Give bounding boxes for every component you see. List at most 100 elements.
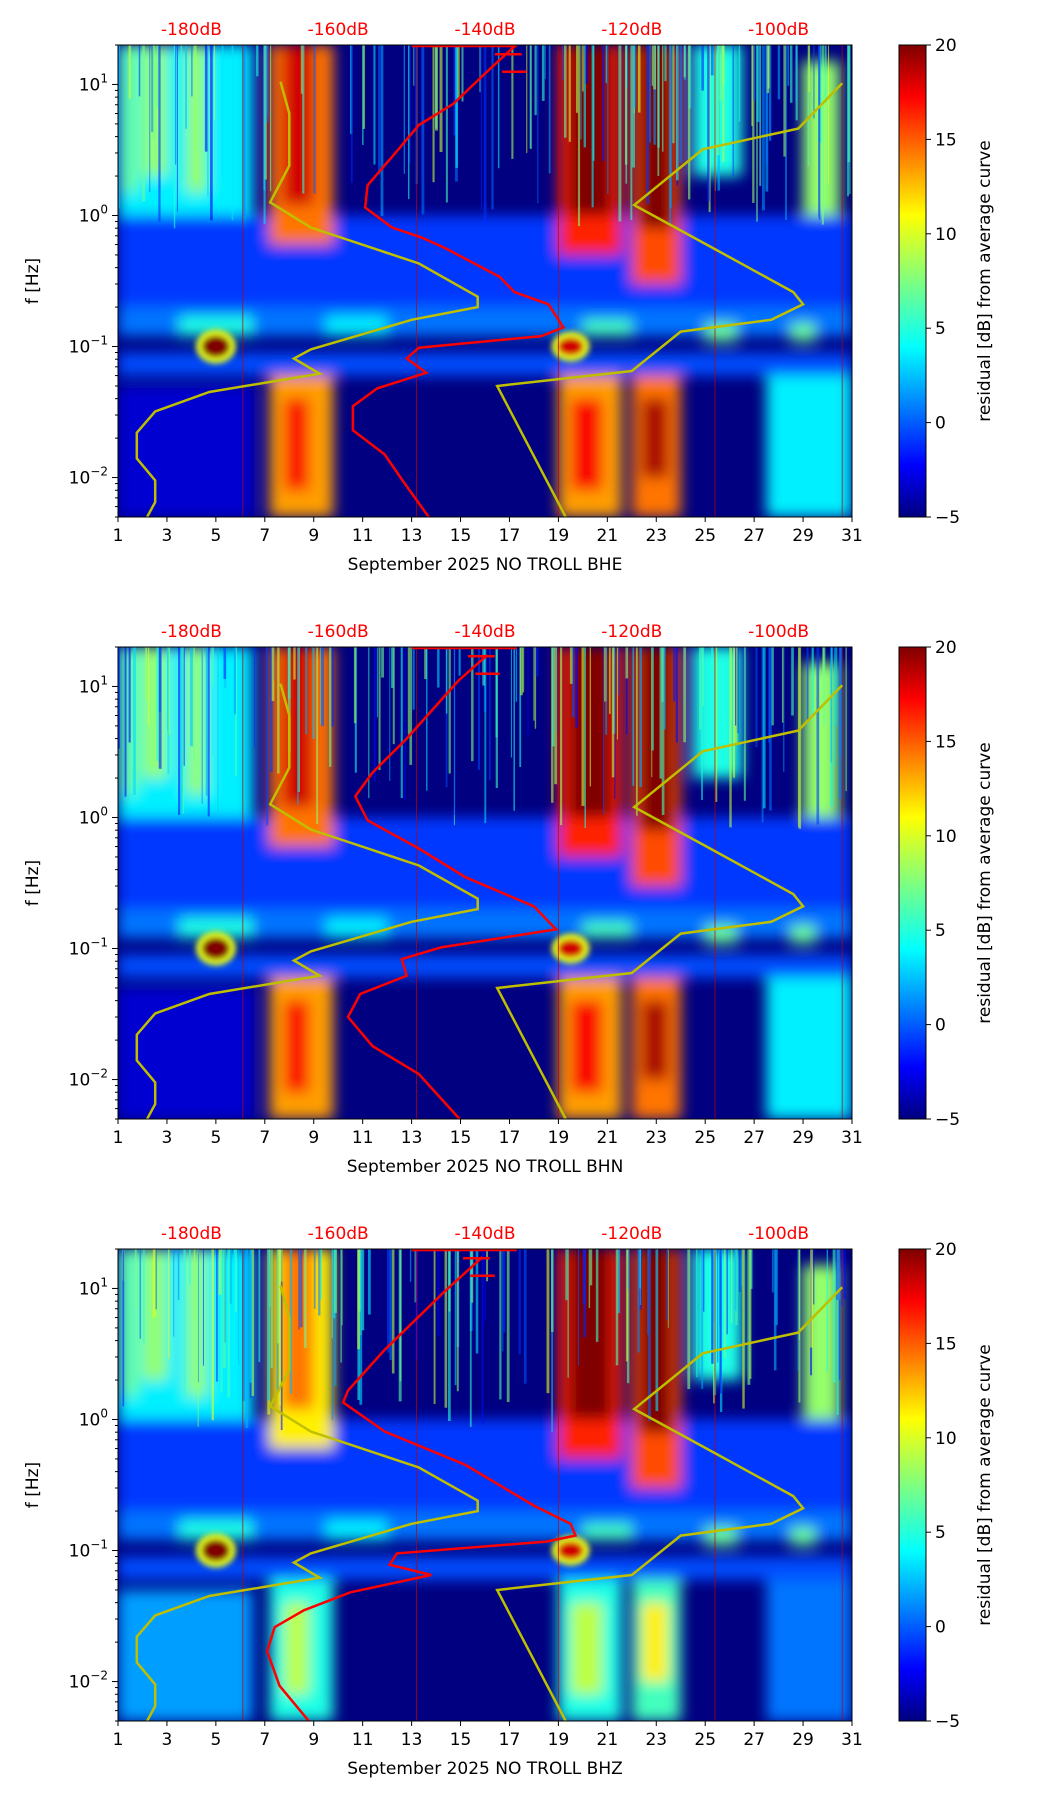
y-tick-base: 10: [69, 940, 91, 960]
red-average-curve: [346, 653, 559, 1119]
transient-streak: [373, 45, 376, 165]
hotspot: [201, 1539, 230, 1562]
transient-streak: [519, 647, 522, 768]
y-tick-exponent: −1: [90, 1538, 108, 1552]
transient-streak: [183, 647, 185, 766]
transient-streak: [582, 45, 584, 92]
transient-streak: [724, 1249, 726, 1358]
transient-streak: [738, 45, 741, 122]
transient-streak: [726, 1249, 728, 1335]
transient-streak: [523, 1249, 527, 1384]
transient-streak: [551, 1249, 554, 1433]
residual-region: [766, 375, 852, 517]
transient-streak: [481, 1249, 484, 1424]
transient-streak: [683, 647, 686, 743]
residual-region: [122, 45, 138, 193]
x-tick-label: 1: [113, 1128, 124, 1148]
transient-streak: [155, 1249, 157, 1310]
transient-streak: [233, 1249, 237, 1313]
x-tick-label: 11: [352, 1128, 374, 1148]
transient-streak: [719, 45, 723, 101]
transient-streak: [400, 647, 403, 799]
colorbar-tick-label: 20: [935, 638, 957, 658]
transient-streak: [777, 45, 781, 100]
transient-streak: [672, 45, 675, 144]
colorbar-tick-label: 5: [935, 319, 946, 339]
transient-streak: [583, 45, 586, 148]
transient-streak: [233, 647, 236, 715]
hotspot: [557, 939, 584, 958]
panel-bhz: 1 3 5 7 9 11 13 15 17 19 21 23 25 27 29 3110110010−110−…: [23, 1224, 995, 1779]
transient-streak: [235, 647, 237, 777]
transient-streak: [454, 647, 456, 815]
residual-region: [122, 1249, 138, 1397]
transient-streak: [838, 1249, 841, 1380]
transient-streak: [575, 45, 579, 113]
transient-streak: [743, 647, 746, 801]
x-tick-label: 25: [694, 1730, 716, 1750]
transient-streak: [755, 647, 758, 748]
x-tick-label: 19: [548, 1128, 570, 1148]
residual-region: [325, 316, 388, 337]
y-tick-exponent: 1: [100, 673, 108, 687]
colorbar: [898, 646, 927, 1120]
colorbar-tick-label: 10: [935, 1429, 957, 1449]
transient-streak: [457, 45, 460, 98]
transient-streak: [367, 1249, 371, 1315]
yellow-model-curve-right: [495, 684, 844, 1119]
transient-streak: [731, 1249, 733, 1324]
transient-streak: [808, 45, 811, 92]
transient-streak: [414, 45, 417, 130]
transient-streak: [207, 45, 209, 197]
db-scale-label: -140dB: [454, 622, 515, 642]
transient-streak: [173, 1249, 175, 1337]
transient-streak: [389, 1249, 392, 1361]
transient-streak: [559, 647, 563, 826]
db-scale-label: -120dB: [601, 20, 662, 40]
transient-streak: [407, 45, 410, 200]
transient-streak: [607, 45, 609, 194]
transient-streak: [673, 647, 676, 702]
y-tick-label: 10−2: [69, 1669, 108, 1693]
transient-streak: [201, 647, 203, 804]
y-tick-label: 101: [79, 1275, 108, 1299]
residual-region: [118, 215, 852, 308]
y-tick-base: 10: [79, 1410, 101, 1430]
transient-streak: [666, 1249, 668, 1320]
y-tick-exponent: −1: [90, 334, 108, 348]
transient-streak: [843, 1249, 846, 1300]
transient-streak: [233, 1249, 235, 1367]
transient-streak: [357, 1249, 360, 1350]
transient-streak: [223, 647, 227, 680]
transient-streak: [409, 45, 411, 164]
transient-streak: [190, 647, 193, 747]
transient-streak: [455, 45, 458, 168]
residual-region: [766, 977, 852, 1119]
transient-streak: [454, 1249, 457, 1386]
transient-streak: [124, 647, 127, 797]
transient-streak: [479, 45, 481, 93]
transient-streak: [653, 45, 657, 90]
transient-streak: [617, 647, 620, 695]
transient-streak: [331, 1249, 333, 1339]
x-tick-label: 9: [308, 526, 319, 546]
x-tick-label: 31: [841, 526, 863, 546]
transient-streak: [813, 1249, 815, 1305]
transient-streak: [588, 1249, 591, 1308]
transient-streak: [752, 45, 755, 203]
transient-streak: [847, 45, 849, 197]
transient-streak: [204, 45, 208, 152]
transient-streak: [639, 1249, 641, 1305]
transient-streak: [790, 45, 793, 103]
x-tick-label: 5: [210, 526, 221, 546]
colorbar-tick-label: 15: [935, 1334, 957, 1354]
transient-streak: [813, 45, 815, 119]
plot-frame: [117, 1248, 853, 1722]
transient-streak: [497, 45, 500, 169]
hotspot: [201, 937, 230, 960]
transient-streak: [220, 1249, 223, 1393]
residual-region: [790, 323, 816, 342]
transient-streak: [845, 647, 847, 792]
colorbar-label: residual [dB] from average curve: [975, 1344, 995, 1625]
transient-streak: [768, 647, 770, 743]
